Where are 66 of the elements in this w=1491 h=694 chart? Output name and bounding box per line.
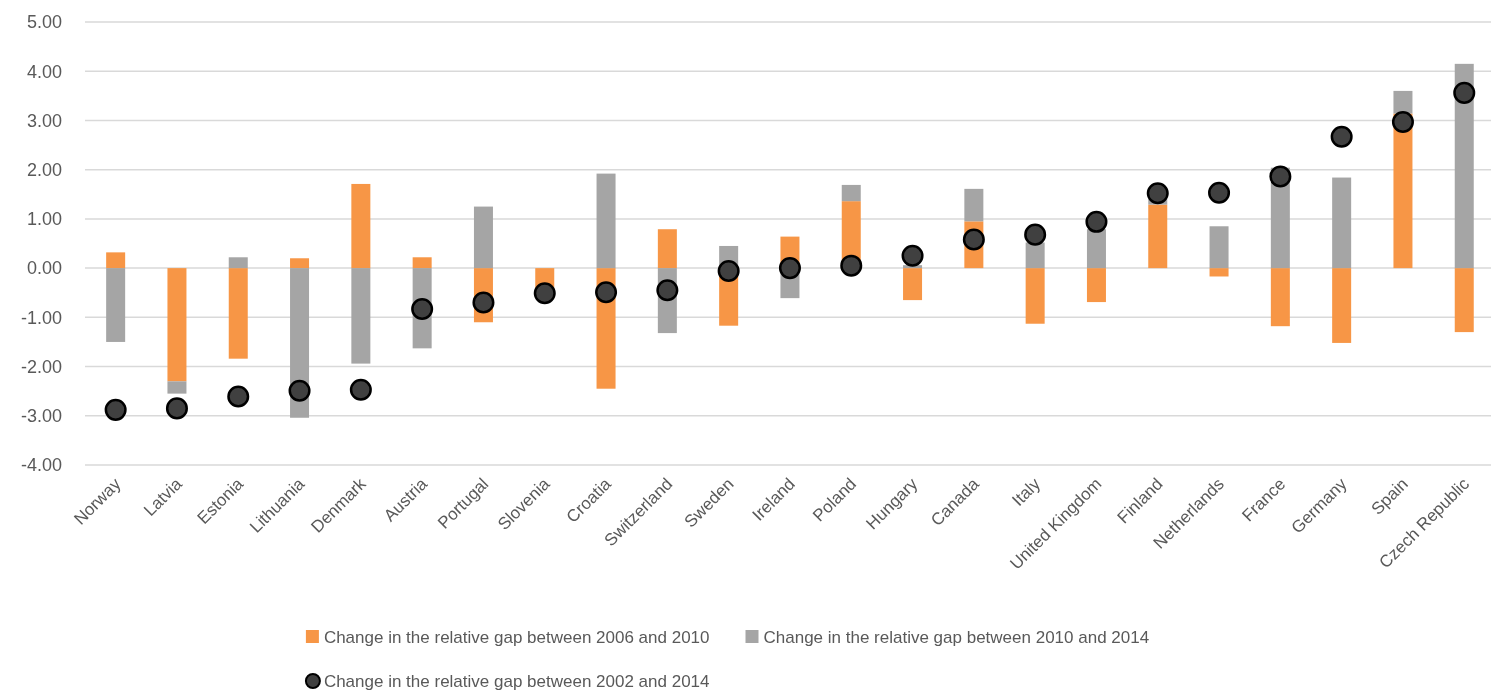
x-tick-label: Italy bbox=[1008, 474, 1045, 510]
point bbox=[165, 397, 188, 420]
bar bbox=[903, 268, 923, 301]
legend-label: Change in the relative gap between 2010 and 2014 bbox=[763, 627, 1150, 647]
bar bbox=[1086, 268, 1106, 303]
point bbox=[656, 279, 679, 302]
bar bbox=[1148, 204, 1168, 269]
point bbox=[778, 257, 801, 280]
y-tick-label: 0.00 bbox=[26, 258, 62, 279]
bar bbox=[1025, 268, 1045, 324]
point bbox=[1330, 125, 1353, 148]
point bbox=[1208, 181, 1231, 204]
point bbox=[1146, 182, 1169, 205]
bar bbox=[228, 268, 248, 359]
y-tick-label: -4.00 bbox=[20, 455, 62, 476]
point bbox=[227, 385, 250, 408]
point bbox=[411, 297, 434, 320]
point bbox=[962, 228, 985, 251]
point bbox=[1269, 165, 1292, 188]
bar bbox=[657, 229, 677, 269]
bar bbox=[412, 257, 432, 269]
y-tick-label: 4.00 bbox=[26, 61, 62, 82]
bar bbox=[1454, 268, 1474, 333]
bar bbox=[167, 268, 187, 382]
point bbox=[533, 282, 556, 305]
bar bbox=[1086, 229, 1106, 269]
point bbox=[840, 254, 863, 277]
bar bbox=[351, 183, 371, 269]
y-tick-label: 2.00 bbox=[26, 159, 62, 180]
bar bbox=[1025, 242, 1045, 269]
point bbox=[717, 260, 740, 283]
bar bbox=[106, 268, 126, 342]
bar bbox=[1454, 63, 1474, 269]
y-tick-label: -3.00 bbox=[20, 406, 62, 427]
point bbox=[1024, 223, 1047, 246]
legend-label: Change in the relative gap between 2002 and 2014 bbox=[323, 671, 710, 691]
point bbox=[1391, 110, 1414, 133]
bar bbox=[473, 206, 493, 269]
y-tick-label: -2.00 bbox=[20, 356, 62, 377]
y-tick-label: 5.00 bbox=[26, 12, 62, 33]
y-tick-label: -1.00 bbox=[20, 307, 62, 328]
point bbox=[595, 281, 618, 304]
bar bbox=[167, 381, 187, 394]
point bbox=[472, 291, 495, 314]
bar bbox=[1209, 268, 1229, 277]
point bbox=[901, 244, 924, 267]
bar bbox=[1332, 268, 1352, 343]
bar bbox=[1209, 226, 1229, 269]
point bbox=[349, 378, 372, 401]
point bbox=[104, 398, 127, 421]
legend-label: Change in the relative gap between 2006 and 2010 bbox=[323, 627, 710, 647]
point bbox=[288, 379, 311, 402]
bar bbox=[596, 173, 616, 269]
point bbox=[1453, 81, 1476, 104]
bar bbox=[1393, 90, 1413, 114]
bar bbox=[351, 268, 371, 364]
y-tick-label: 3.00 bbox=[26, 110, 62, 131]
bar bbox=[1270, 268, 1290, 327]
point bbox=[1085, 210, 1108, 233]
bar bbox=[106, 252, 126, 269]
bar bbox=[228, 257, 248, 269]
bar bbox=[1332, 177, 1352, 269]
bar bbox=[290, 258, 310, 269]
y-tick-label: 1.00 bbox=[26, 209, 62, 230]
bar bbox=[841, 184, 861, 202]
bar bbox=[964, 188, 984, 222]
